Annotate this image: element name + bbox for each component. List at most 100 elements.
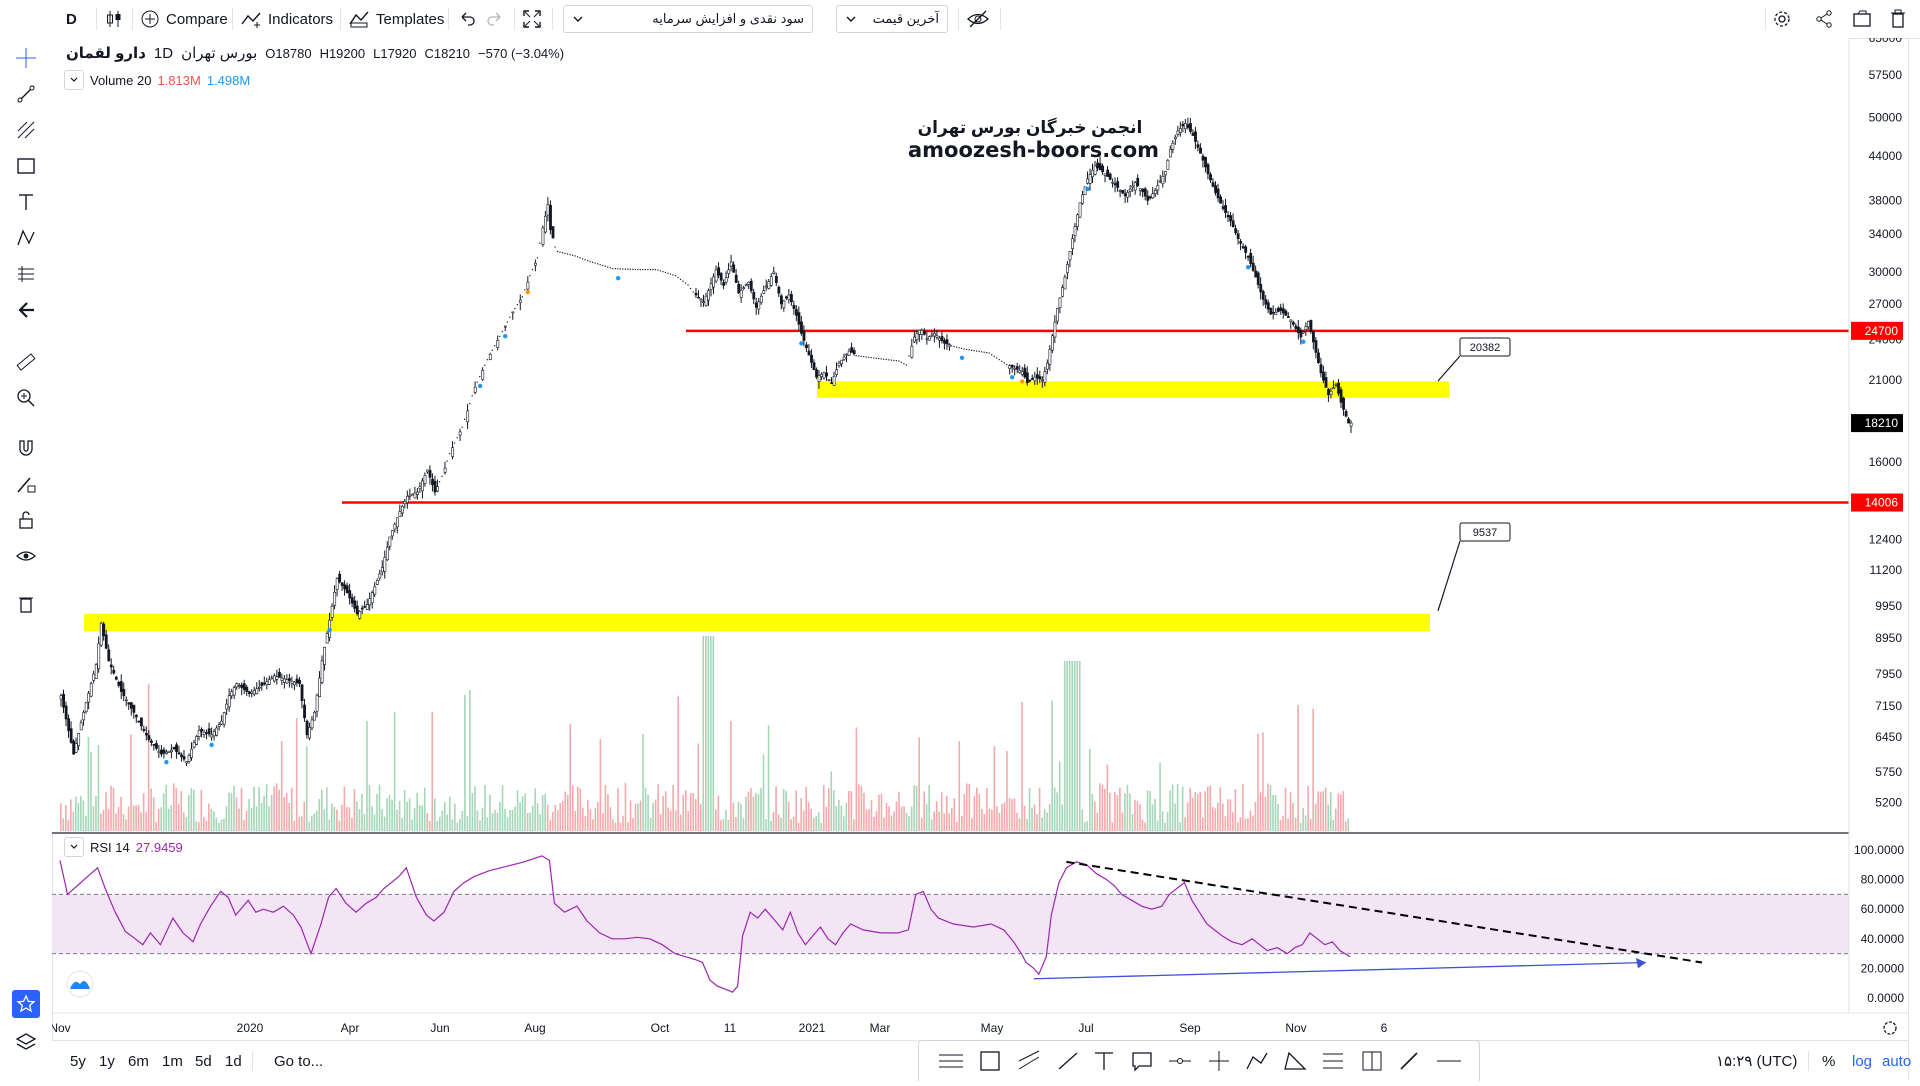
triangle-tool[interactable]: [1284, 1051, 1307, 1070]
rsi-resistance-trendline[interactable]: [1066, 860, 1703, 964]
horizontal-line-icon: [1169, 1058, 1191, 1064]
delete-button[interactable]: [1890, 0, 1906, 38]
dividend-marker[interactable]: [959, 355, 965, 361]
price-pane[interactable]: [52, 38, 1849, 833]
redo-button[interactable]: [486, 0, 504, 38]
back-tool[interactable]: [12, 296, 40, 324]
rsi-axis[interactable]: 100.0000 80.0000 60.0000 40.0000 20.0000 0.00…: [1854, 843, 1904, 1005]
interval-button[interactable]: D: [66, 10, 77, 28]
indicators-button[interactable]: Indicators: [240, 0, 333, 38]
settings-button[interactable]: [1772, 0, 1792, 38]
share-button[interactable]: [1814, 0, 1834, 38]
undo-button[interactable]: [458, 0, 476, 38]
path-tool[interactable]: [1246, 1052, 1268, 1070]
brush-tool[interactable]: [1400, 1052, 1418, 1070]
compare-button[interactable]: Compare: [140, 0, 228, 38]
range-1m[interactable]: 1m: [162, 1052, 183, 1070]
candle: [1018, 370, 1022, 373]
text-tool[interactable]: [12, 188, 40, 216]
dividend-marker[interactable]: [525, 289, 531, 295]
volume-bar: [587, 800, 589, 831]
log-toggle[interactable]: log: [1852, 1052, 1873, 1070]
price-label-badge: [1851, 493, 1903, 512]
hide-button[interactable]: [966, 0, 990, 38]
crosshair-tool[interactable]: [12, 44, 40, 72]
forecast-tool[interactable]: [12, 260, 40, 288]
measure-tool[interactable]: [1362, 1051, 1382, 1071]
auto-toggle[interactable]: auto: [1882, 1052, 1912, 1070]
study-select[interactable]: سود نقدی و افزایش سرمایه: [563, 5, 813, 33]
candle: [955, 346, 958, 348]
zoom-tool[interactable]: [12, 384, 40, 412]
dividend-marker[interactable]: [615, 275, 621, 281]
text-tool[interactable]: [1095, 1052, 1113, 1070]
callout-tool[interactable]: [1132, 1052, 1152, 1072]
collapse-button[interactable]: [64, 70, 84, 90]
fullscreen-button[interactable]: [522, 0, 542, 38]
templates-button[interactable]: Templates: [348, 0, 444, 38]
goto-button[interactable]: Go to...: [274, 1052, 324, 1070]
ruler-tool[interactable]: [12, 348, 40, 376]
volume-bar: [843, 816, 845, 831]
cross-line-tool[interactable]: [1209, 1051, 1229, 1071]
dividend-marker[interactable]: [1009, 375, 1015, 380]
collapse-button[interactable]: [64, 837, 84, 857]
candle: [1339, 389, 1343, 403]
chart-area[interactable]: 20382 9537 65000 57500 50000 44000 38000 34000…: [52, 38, 1908, 1040]
object-tree-tool[interactable]: [12, 1028, 40, 1056]
price-axis[interactable]: 65000 57500 50000 44000 38000 34000 30000 27000…: [1851, 38, 1903, 809]
symbol-name[interactable]: دارو لقمان: [66, 45, 146, 62]
dividend-marker[interactable]: [1020, 379, 1025, 384]
volume-bar: [423, 787, 426, 831]
range-6m[interactable]: 6m: [128, 1052, 149, 1070]
favorites-tool[interactable]: [12, 990, 40, 1018]
dividend-marker[interactable]: [477, 383, 483, 389]
horizontal-line-tool[interactable]: [1169, 1058, 1191, 1064]
fib-tool[interactable]: [12, 116, 40, 144]
price-source-select[interactable]: آخرین قیمت: [836, 5, 948, 33]
volume-bar: [960, 815, 963, 831]
stay-drawing-tool[interactable]: [12, 470, 40, 498]
trendline-tool[interactable]: [12, 80, 40, 108]
pattern-tool[interactable]: [12, 224, 40, 252]
volume-bar: [1136, 801, 1139, 831]
dividend-marker[interactable]: [1085, 186, 1090, 192]
callouts[interactable]: 20382 9537: [1437, 337, 1511, 612]
candle: [1342, 397, 1345, 410]
dividend-marker[interactable]: [1245, 265, 1251, 270]
time-axis[interactable]: Nov 2020 Apr Jun Aug Oct 11 2021 Mar May Jul Sep Nov…: [52, 1021, 1388, 1035]
dividend-marker[interactable]: [164, 759, 169, 765]
visibility-tool[interactable]: [12, 542, 40, 570]
remove-drawings-tool[interactable]: [12, 590, 40, 618]
candle: [446, 460, 448, 462]
rsi-support-trendline[interactable]: [1033, 961, 1647, 980]
rectangle-tool[interactable]: [980, 1051, 1000, 1071]
dividend-marker[interactable]: [799, 341, 804, 346]
snapshot-button[interactable]: [1852, 0, 1872, 38]
horizontal-levels[interactable]: [342, 329, 1849, 504]
price-tick-label: 9950: [1875, 599, 1902, 613]
callout-box[interactable]: [1459, 522, 1511, 542]
fib-tool[interactable]: [1323, 1053, 1343, 1069]
volume-bar: [1109, 792, 1111, 831]
horizontal-ray-tool[interactable]: [939, 1054, 963, 1068]
percent-toggle[interactable]: %: [1822, 1052, 1836, 1070]
range-1d[interactable]: 1d: [225, 1052, 242, 1070]
floating-drawing-toolbar: [918, 1040, 1480, 1081]
time-axis-settings-button[interactable]: [1883, 1021, 1897, 1035]
rectangle-tool[interactable]: [12, 152, 40, 180]
range-5d[interactable]: 5d: [195, 1052, 212, 1070]
dividend-marker[interactable]: [209, 742, 214, 748]
range-1y[interactable]: 1y: [99, 1052, 115, 1070]
dividend-marker[interactable]: [1301, 339, 1306, 344]
dividend-marker[interactable]: [327, 627, 332, 633]
parallel-channel-tool[interactable]: [1018, 1050, 1040, 1070]
lock-tool[interactable]: [12, 506, 40, 534]
magnet-tool[interactable]: [12, 434, 40, 462]
timezone-button[interactable]: ۱۵:۲۹ (UTC): [1716, 1053, 1798, 1070]
chart-style-button[interactable]: [104, 0, 124, 38]
dividend-marker[interactable]: [503, 334, 508, 339]
trendline-tool[interactable]: [1058, 1052, 1078, 1070]
callout-box[interactable]: [1459, 337, 1511, 357]
range-5y[interactable]: 5y: [70, 1052, 86, 1070]
